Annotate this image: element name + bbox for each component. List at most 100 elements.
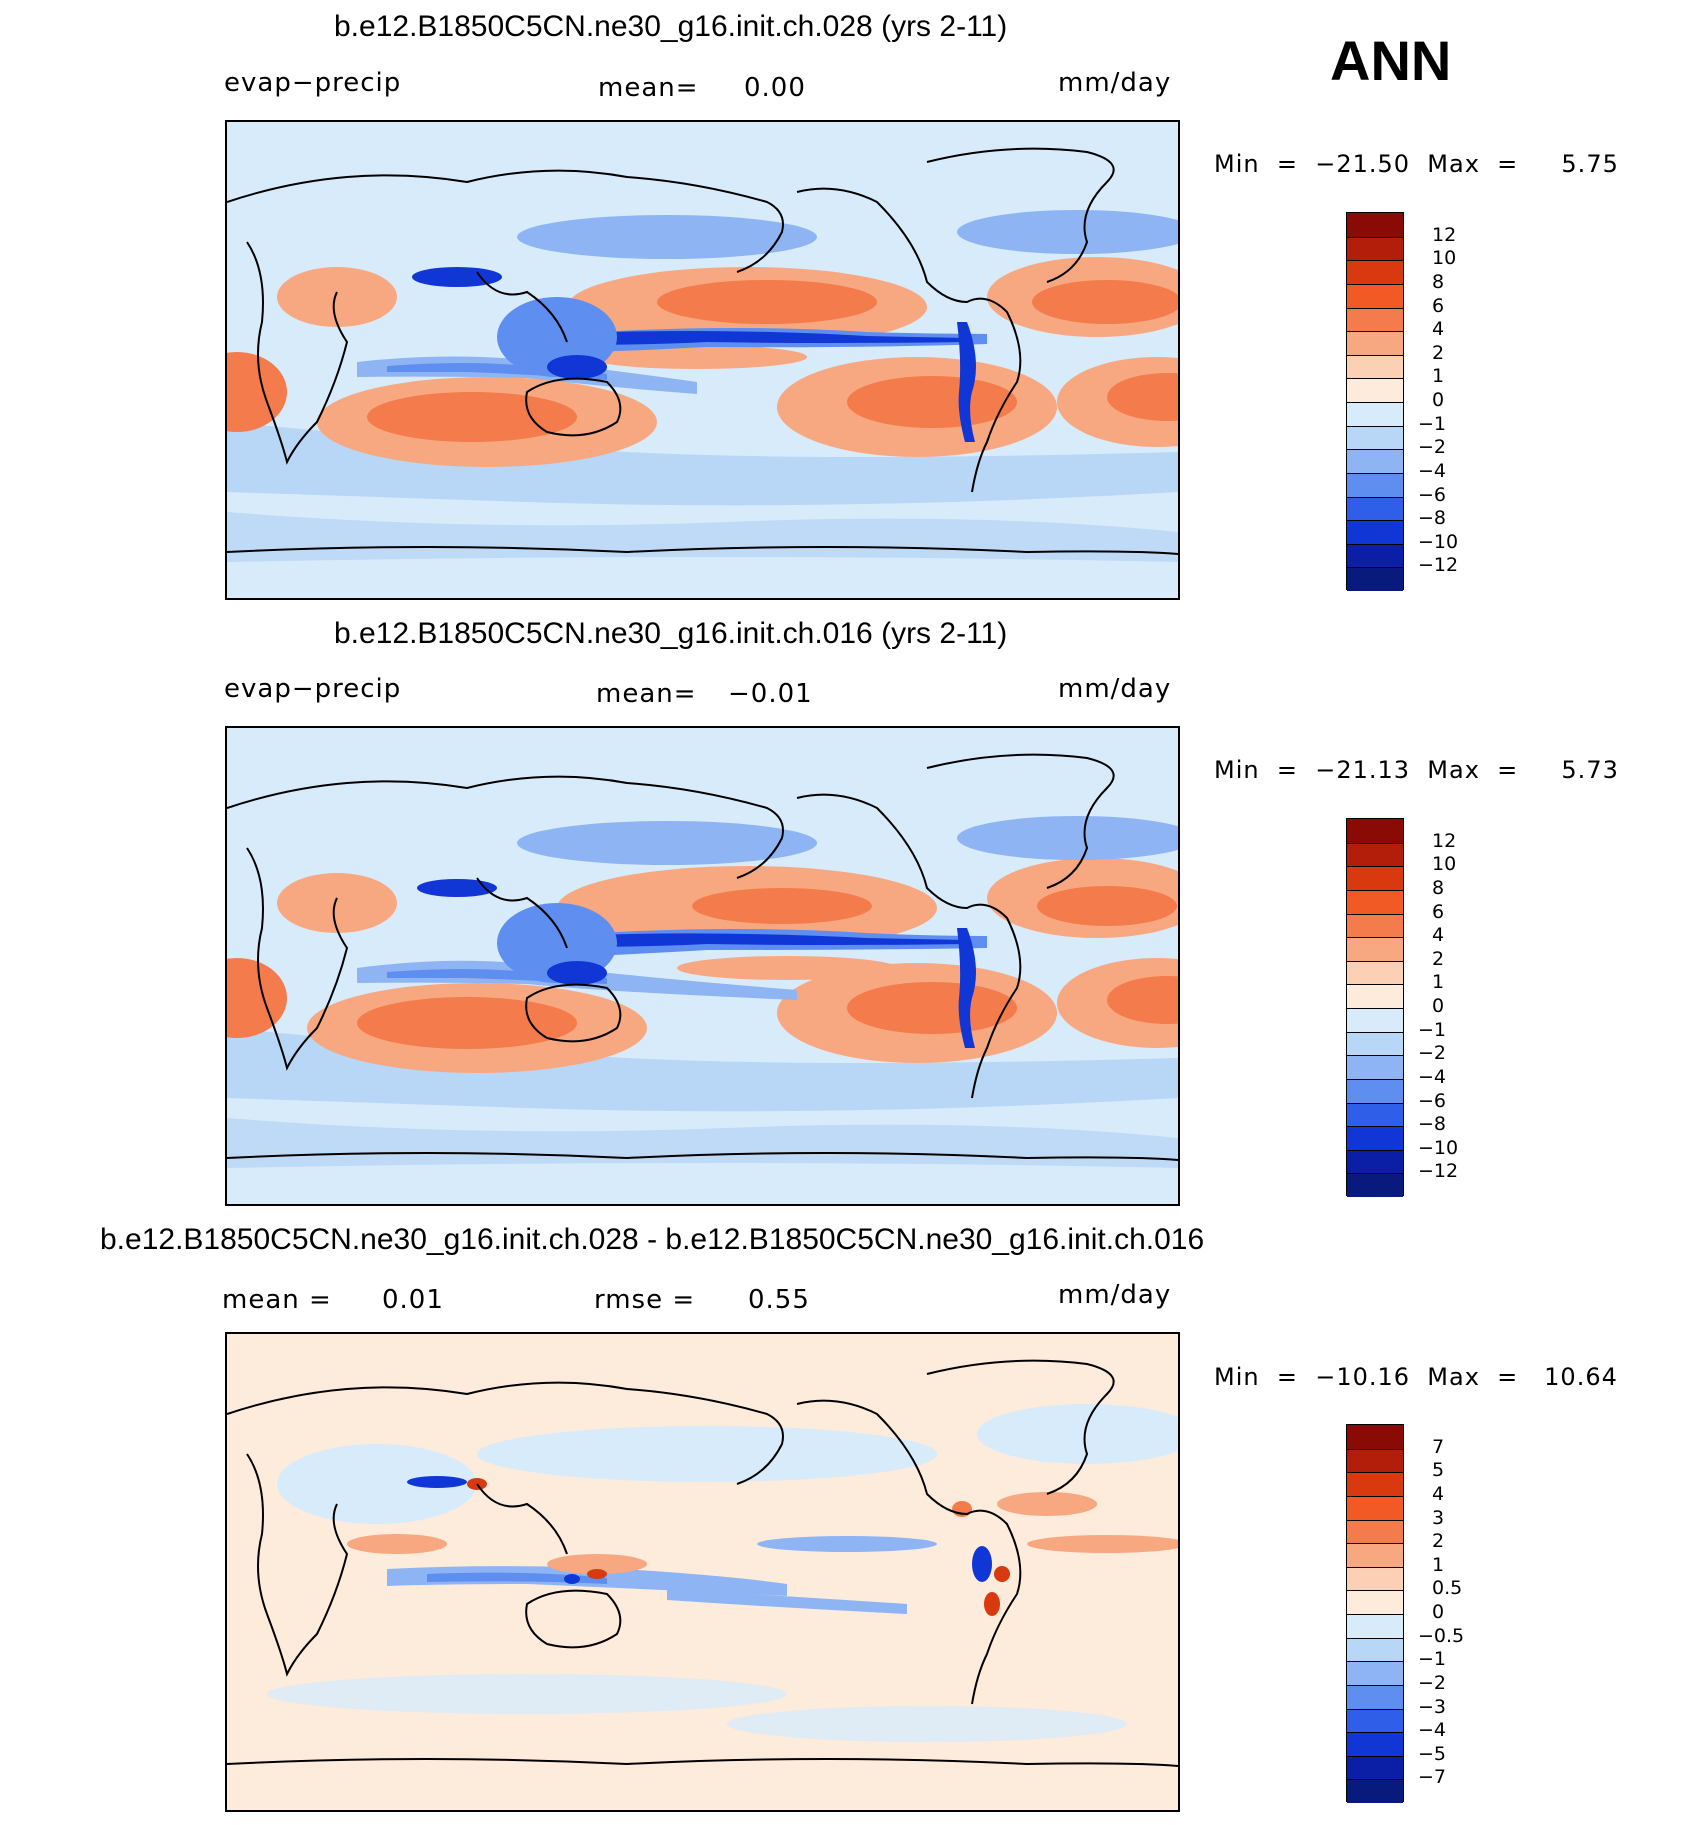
colorbar-level-label: 8	[1432, 270, 1445, 293]
panel3-map	[225, 1332, 1180, 1812]
colorbar-swatch	[1347, 1173, 1403, 1197]
colorbar-swatch	[1347, 1425, 1403, 1449]
season-label: ANN	[1330, 29, 1452, 92]
colorbar-level-label: −4	[1418, 1065, 1447, 1088]
colorbar-level-label: 6	[1432, 900, 1445, 923]
colorbar-swatch	[1347, 866, 1403, 890]
colorbar-swatch	[1347, 1637, 1403, 1662]
colorbar-level-label: 4	[1432, 924, 1445, 947]
colorbar-swatch	[1347, 1779, 1403, 1803]
colorbar-level-label: −4	[1418, 1719, 1447, 1742]
colorbar-swatch	[1347, 496, 1403, 521]
panel2-map	[225, 726, 1180, 1206]
colorbar-swatch	[1347, 1031, 1403, 1056]
colorbar-level-label: −12	[1418, 554, 1459, 577]
panel1-units: mm/day	[1058, 68, 1172, 98]
panel3-mean-value: 0.01	[382, 1285, 444, 1315]
colorbar-swatch	[1347, 1614, 1403, 1638]
colorbar-level-label: 8	[1432, 876, 1445, 899]
colorbar-swatch	[1347, 1755, 1403, 1780]
colorbar-swatch	[1347, 425, 1403, 450]
colorbar-level-label: 0	[1432, 995, 1445, 1017]
panel2-units: mm/day	[1058, 674, 1172, 704]
colorbar-swatch	[1347, 567, 1403, 591]
colorbar-swatch	[1347, 889, 1403, 914]
panel2-colorbar	[1346, 818, 1404, 1197]
colorbar-swatch	[1347, 1149, 1403, 1174]
colorbar-swatch	[1347, 1472, 1403, 1496]
colorbar-swatch	[1347, 331, 1403, 355]
panel1-title: b.e12.B1850C5CN.ne30_g16.init.ch.028 (yr…	[334, 10, 1008, 43]
panel1-minmax: Min = −21.50 Max = 5.75	[1214, 150, 1619, 178]
colorbar-swatch	[1347, 1519, 1403, 1544]
colorbar-swatch	[1347, 1448, 1403, 1473]
colorbar-level-label: −2	[1418, 1671, 1447, 1694]
colorbar-level-label: −1	[1418, 1648, 1447, 1671]
colorbar-swatch	[1347, 913, 1403, 938]
panel1-mean-label: mean=	[598, 73, 699, 103]
colorbar-swatch	[1347, 213, 1403, 237]
colorbar-swatch	[1347, 1126, 1403, 1150]
colorbar-level-label: 10	[1432, 247, 1457, 270]
colorbar-level-label: 7	[1432, 1435, 1445, 1458]
colorbar-swatch	[1347, 1543, 1403, 1567]
colorbar-swatch	[1347, 1661, 1403, 1685]
panel3-minmax: Min = −10.16 Max = 10.64	[1214, 1363, 1618, 1391]
colorbar-swatch	[1347, 307, 1403, 332]
panel2-minmax: Min = −21.13 Max = 5.73	[1214, 756, 1619, 784]
colorbar-swatch	[1347, 520, 1403, 544]
panel3-mean-label: mean =	[222, 1285, 332, 1315]
panel1-colorbar	[1346, 212, 1404, 591]
colorbar-level-label: −0.5	[1418, 1624, 1465, 1647]
colorbar-swatch	[1347, 260, 1403, 284]
panel3-title: b.e12.B1850C5CN.ne30_g16.init.ch.028 - b…	[100, 1223, 1205, 1256]
colorbar-swatch	[1347, 842, 1403, 867]
colorbar-swatch	[1347, 236, 1403, 261]
panel1-map	[225, 120, 1180, 600]
colorbar-swatch	[1347, 449, 1403, 473]
colorbar-swatch	[1347, 1732, 1403, 1756]
colorbar-level-label: 1	[1432, 365, 1445, 388]
colorbar-level-label: 6	[1432, 294, 1445, 317]
colorbar-swatch	[1347, 1590, 1403, 1614]
colorbar-swatch	[1347, 472, 1403, 497]
colorbar-swatch	[1347, 1102, 1403, 1127]
colorbar-level-label: 2	[1432, 947, 1445, 970]
colorbar-swatch	[1347, 543, 1403, 568]
colorbar-swatch	[1347, 1566, 1403, 1591]
colorbar-level-label: 12	[1432, 223, 1457, 246]
colorbar-swatch	[1347, 354, 1403, 379]
colorbar-swatch	[1347, 1078, 1403, 1103]
colorbar-level-label: 2	[1432, 1530, 1445, 1553]
panel3-colorbar	[1346, 1424, 1404, 1803]
colorbar-level-label: 1	[1432, 1553, 1445, 1576]
panel2-variable-label: evap−precip	[224, 674, 402, 704]
colorbar-level-label: 5	[1432, 1459, 1445, 1482]
panel1-variable-label: evap−precip	[224, 68, 402, 98]
colorbar-level-label: −1	[1418, 412, 1447, 435]
colorbar-level-label: 0	[1432, 1601, 1445, 1623]
panel3-rmse-value: 0.55	[748, 1285, 810, 1315]
colorbar-level-label: −1	[1418, 1018, 1447, 1041]
panel3-rmse-label: rmse =	[594, 1285, 696, 1315]
colorbar-level-label: 10	[1432, 853, 1457, 876]
colorbar-level-label: −8	[1418, 1113, 1447, 1136]
panel2-mean-value: −0.01	[728, 679, 813, 709]
colorbar-level-label: 2	[1432, 341, 1445, 364]
colorbar-level-label: 0.5	[1432, 1577, 1463, 1600]
panel3-units: mm/day	[1058, 1280, 1172, 1310]
panel2-title: b.e12.B1850C5CN.ne30_g16.init.ch.016 (yr…	[334, 617, 1008, 650]
colorbar-level-label: 4	[1432, 318, 1445, 341]
colorbar-swatch	[1347, 402, 1403, 426]
colorbar-swatch	[1347, 984, 1403, 1008]
colorbar-swatch	[1347, 1008, 1403, 1032]
panel2-mean-label: mean=	[596, 679, 697, 709]
colorbar-level-label: −7	[1418, 1766, 1447, 1789]
colorbar-level-label: −4	[1418, 459, 1447, 482]
colorbar-swatch	[1347, 1684, 1403, 1709]
colorbar-level-label: −10	[1418, 1136, 1459, 1159]
colorbar-level-label: −6	[1418, 483, 1447, 506]
colorbar-swatch	[1347, 960, 1403, 985]
colorbar-level-label: 4	[1432, 1482, 1445, 1505]
colorbar-level-label: −3	[1418, 1695, 1447, 1718]
